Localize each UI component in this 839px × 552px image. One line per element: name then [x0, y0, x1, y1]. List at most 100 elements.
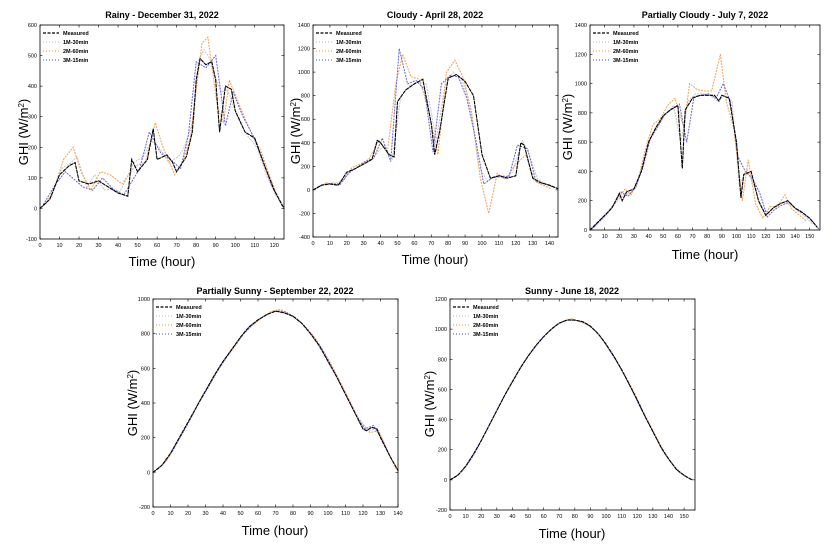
x-tick-label: 30	[631, 234, 637, 240]
legend-entry: 3M-15min	[336, 58, 362, 64]
chart-partially-sunny: Partially Sunny - September 22, 2022 Tim…	[125, 286, 403, 538]
y-tick-label: 0	[307, 188, 310, 194]
chart-title: Partially Cloudy - July 7, 2022	[642, 10, 769, 20]
x-tick-label: 0	[311, 241, 314, 247]
y-tick-label: 0	[34, 206, 37, 212]
y-tick-label: 400	[141, 401, 150, 407]
series-line-2m-60min	[593, 54, 808, 228]
x-tick-label: 110	[341, 511, 350, 517]
y-axis-label: GHI (W/m2)	[288, 98, 303, 165]
x-tick-label: 80	[445, 241, 451, 247]
y-axis-label: GHI (W/m2)	[560, 94, 575, 161]
x-tick-label: 40	[115, 243, 121, 249]
y-tick-label: 100	[28, 176, 37, 182]
x-tick-label: 140	[791, 234, 800, 240]
chart-partially-cloudy: Partially Cloudy - July 7, 2022 Time (ho…	[560, 10, 821, 262]
x-axis-label: Time (hour)	[242, 523, 309, 538]
x-tick-label: 0	[588, 234, 591, 240]
x-tick-label: 50	[660, 234, 666, 240]
legend-entry: 2M-60min	[63, 49, 89, 55]
x-tick-label: 140	[393, 511, 402, 517]
x-tick-label: 40	[378, 241, 384, 247]
x-tick-label: 40	[220, 511, 226, 517]
legend-entry: 2M-60min	[473, 323, 499, 329]
legend-entry: 1M-30min	[63, 40, 89, 46]
x-tick-label: 110	[617, 514, 626, 520]
x-tick-label: 80	[572, 514, 578, 520]
series-line-measured	[312, 73, 559, 191]
y-tick-label: 1200	[298, 47, 310, 53]
chart-title: Partially Sunny - September 22, 2022	[196, 286, 353, 296]
x-tick-label: 50	[394, 241, 400, 247]
legend-entry: 1M-30min	[473, 314, 499, 320]
plot-frame	[589, 24, 821, 231]
chart-sunny: Sunny - June 18, 2022 Time (hour) GHI (W…	[422, 286, 696, 541]
x-tick-label: 0	[38, 243, 41, 249]
y-tick-label: 1400	[298, 23, 310, 29]
legend-entry: Measured	[336, 31, 362, 37]
x-tick-label: 130	[648, 514, 657, 520]
x-tick-label: 80	[704, 234, 710, 240]
legend-entry: 2M-60min	[336, 49, 362, 55]
x-tick-label: 40	[646, 234, 652, 240]
x-tick-label: 0	[151, 511, 154, 517]
x-tick-label: 120	[358, 511, 367, 517]
y-tick-label: 800	[141, 332, 150, 338]
x-tick-label: 10	[56, 243, 62, 249]
legend-entry: Measured	[176, 305, 202, 311]
chart-title: Cloudy - April 28, 2022	[387, 10, 483, 20]
x-tick-label: 50	[237, 511, 243, 517]
series-line-measured	[39, 57, 285, 209]
y-tick-label: 600	[141, 366, 150, 372]
x-tick-label: 100	[732, 234, 741, 240]
series-line-1m-30min	[315, 71, 556, 190]
y-tick-label: 200	[438, 448, 447, 454]
y-tick-label: 1000	[298, 70, 310, 76]
x-tick-label: 60	[154, 243, 160, 249]
y-axis-label: GHI (W/m2)	[16, 99, 31, 166]
x-tick-label: 100	[231, 243, 240, 249]
legend-entry: Measured	[473, 305, 499, 311]
y-tick-label: -200	[139, 505, 150, 511]
x-tick-label: 50	[525, 514, 531, 520]
x-tick-label: 0	[448, 514, 451, 520]
legend-entry: 3M-15min	[176, 332, 202, 338]
y-tick-label: 0	[147, 470, 150, 476]
x-tick-label: 70	[556, 514, 562, 520]
legend-entry: 2M-60min	[613, 49, 639, 55]
plot-frame	[312, 24, 559, 238]
legend-entry: 1M-30min	[613, 40, 639, 46]
x-tick-label: 120	[633, 514, 642, 520]
x-tick-label: 120	[511, 241, 520, 247]
plot-frame	[449, 298, 696, 511]
x-tick-label: 80	[193, 243, 199, 249]
y-tick-label: 500	[28, 54, 37, 60]
y-tick-label: 1000	[575, 82, 587, 88]
legend-entry: 2M-60min	[176, 323, 202, 329]
legend-entry: 1M-30min	[176, 314, 202, 320]
x-tick-label: 70	[428, 241, 434, 247]
y-axis-label: GHI (W/m2)	[125, 370, 140, 437]
legend-entry: 3M-15min	[63, 58, 89, 64]
x-axis-label: Time (hour)	[672, 247, 739, 262]
y-tick-label: 300	[28, 115, 37, 121]
series-line-measured	[589, 94, 818, 231]
x-tick-label: 20	[616, 234, 622, 240]
x-tick-label: 60	[675, 234, 681, 240]
x-tick-label: 140	[664, 514, 673, 520]
x-tick-label: 30	[95, 243, 101, 249]
series-line-1m-30min	[43, 48, 277, 206]
x-axis-label: Time (hour)	[402, 252, 469, 267]
y-tick-label: 400	[578, 169, 587, 175]
x-tick-label: 20	[478, 514, 484, 520]
chart-title: Rainy - December 31, 2022	[105, 10, 219, 20]
x-tick-label: 110	[250, 243, 259, 249]
y-tick-label: 1200	[575, 52, 587, 58]
x-tick-label: 150	[805, 234, 814, 240]
x-tick-label: 90	[587, 514, 593, 520]
chart-rainy: Rainy - December 31, 2022 Time (hour) GH…	[16, 10, 285, 269]
x-tick-label: 70	[272, 511, 278, 517]
legend-entry: 1M-30min	[336, 40, 362, 46]
series-line-measured	[152, 310, 399, 473]
